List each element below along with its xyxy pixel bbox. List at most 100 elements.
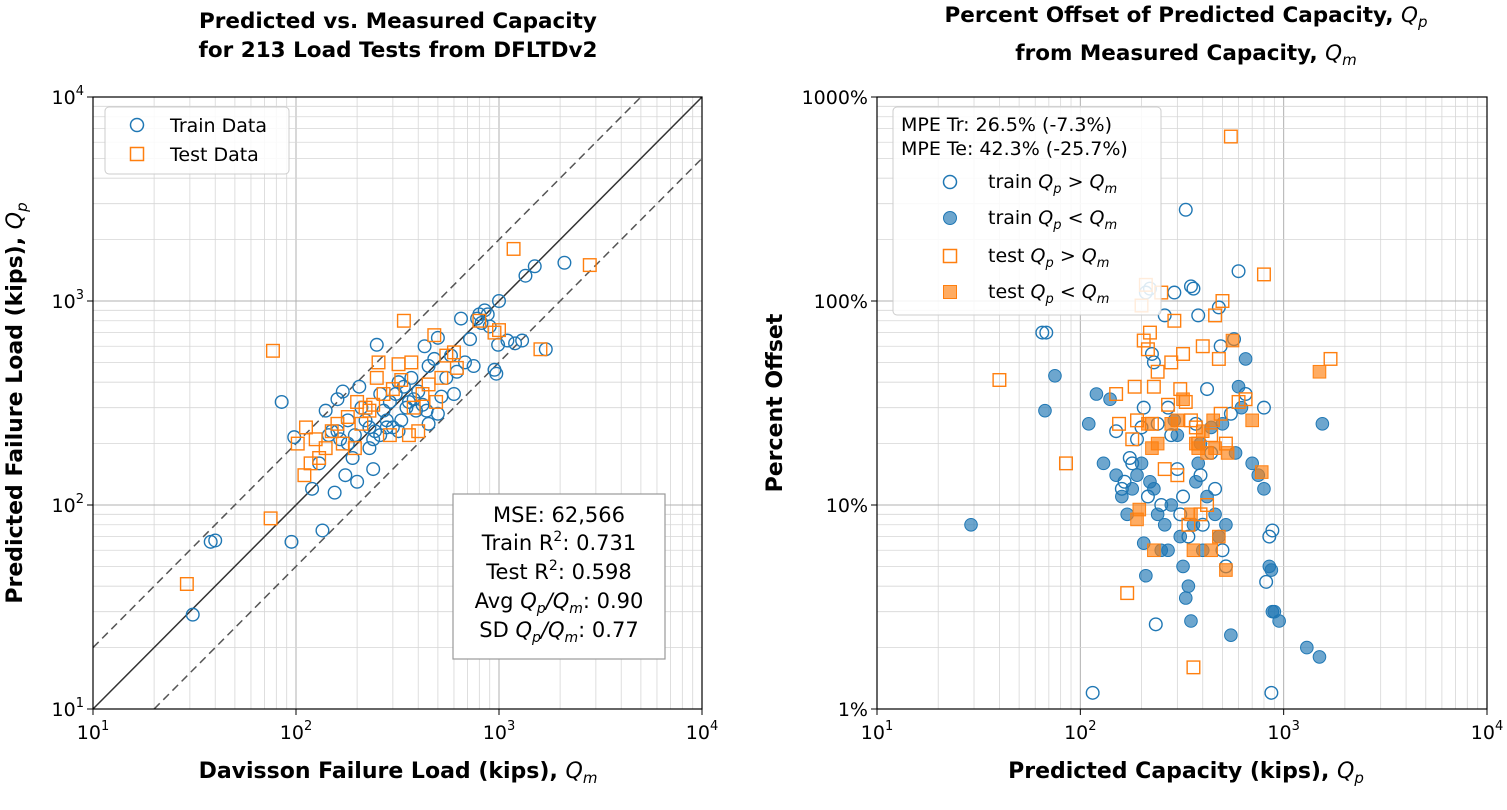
data-point	[1323, 351, 1338, 366]
data-point	[1223, 406, 1238, 421]
data-point	[1125, 432, 1140, 447]
right-legend: MPE Tr: 26.5% (-7.3%) MPE Te: 42.3% (-25…	[892, 106, 1162, 316]
stats-avg-ratio: Avg Qp/Qm: 0.90	[475, 589, 644, 617]
data-point	[1206, 413, 1220, 428]
y-tick-label: 1%	[838, 699, 868, 721]
legend-test-under-marker	[943, 285, 957, 299]
data-point	[1208, 441, 1222, 455]
data-point	[179, 576, 194, 591]
data-point	[1167, 285, 1182, 300]
x-tick-label: 101	[77, 719, 109, 744]
legend-test-marker	[129, 146, 145, 162]
data-point	[1150, 507, 1165, 522]
left-x-axis-label: Davisson Failure Load (kips), Qm	[199, 759, 598, 787]
data-point	[1146, 379, 1161, 394]
data-point	[263, 511, 278, 526]
data-point	[1170, 428, 1185, 442]
data-point	[1183, 413, 1198, 428]
right-tick-labels: 101 102 103 104 1% 10% 100% 1000%	[802, 87, 1504, 744]
chart-left: Predicted vs. Measured Capacity for 213 …	[3, 9, 718, 787]
data-point	[327, 485, 342, 500]
data-point	[1161, 543, 1175, 558]
data-point	[492, 323, 507, 338]
data-point	[1238, 352, 1253, 366]
data-point	[1312, 650, 1327, 664]
data-point	[347, 441, 362, 456]
data-point	[1038, 403, 1052, 418]
data-point	[284, 534, 299, 549]
data-point	[1173, 529, 1188, 544]
data-point	[1312, 364, 1327, 379]
data-point	[1039, 325, 1054, 340]
stats-mse: MSE: 62,566	[493, 503, 625, 527]
data-point	[1184, 614, 1198, 628]
data-point	[457, 355, 472, 370]
data-point	[1117, 474, 1132, 489]
data-point	[472, 313, 487, 328]
data-point	[1211, 351, 1226, 366]
left-title-line2: for 213 Load Tests from DFLTDv2	[199, 38, 598, 63]
data-point	[1231, 394, 1246, 409]
data-point	[352, 379, 367, 394]
data-point	[208, 533, 223, 548]
data-point	[1125, 482, 1140, 496]
data-point	[508, 336, 523, 351]
x-tick-label: 103	[1267, 719, 1299, 744]
data-point	[1212, 529, 1226, 544]
data-point	[335, 384, 350, 399]
data-point	[500, 333, 515, 348]
data-point	[1058, 456, 1073, 471]
data-point	[1215, 294, 1230, 309]
data-point	[369, 370, 384, 385]
data-point	[1136, 536, 1151, 550]
data-point	[1142, 325, 1157, 340]
data-point	[421, 416, 436, 431]
legend-test-over-marker	[942, 248, 958, 264]
data-point	[1200, 382, 1215, 397]
data-point	[430, 330, 445, 345]
data-point	[1140, 342, 1155, 357]
reference-line-11	[92, 96, 703, 710]
data-point	[1186, 281, 1201, 296]
data-point	[1035, 325, 1050, 340]
data-point	[1225, 333, 1240, 348]
data-point	[382, 428, 397, 443]
data-point	[1204, 543, 1218, 558]
data-point	[429, 394, 444, 409]
left-stats-box: MSE: 62,566 Train R2: 0.731 Test R2: 0.5…	[452, 493, 666, 660]
data-point	[1300, 640, 1314, 655]
data-point	[1134, 456, 1149, 471]
data-point	[1139, 568, 1153, 583]
data-point	[330, 392, 345, 407]
data-point	[466, 359, 481, 374]
data-point	[366, 462, 381, 477]
data-point	[1096, 456, 1111, 471]
data-point	[1272, 614, 1286, 628]
data-point	[1132, 502, 1147, 517]
data-point	[1208, 308, 1223, 323]
data-point	[1257, 482, 1271, 496]
data-point	[1186, 543, 1201, 558]
data-point	[290, 436, 305, 451]
data-point	[333, 432, 348, 447]
data-point	[1181, 579, 1196, 593]
data-point	[1264, 685, 1279, 700]
data-point	[489, 366, 504, 381]
data-point	[305, 481, 320, 496]
data-point	[446, 387, 461, 402]
data-point	[557, 255, 572, 270]
data-point	[358, 400, 373, 415]
y-tick-label: 1000%	[802, 87, 868, 109]
left-legend: Train Data Test Data	[104, 106, 290, 175]
data-point	[404, 370, 419, 385]
data-point	[185, 607, 200, 622]
x-tick-label: 104	[686, 719, 718, 744]
data-point	[1112, 416, 1127, 431]
data-point	[406, 400, 421, 415]
data-point	[338, 468, 353, 483]
y-tick-label: 102	[52, 492, 84, 517]
data-point	[1186, 660, 1201, 675]
right-title-line2: from Measured Capacity, Qm	[1015, 41, 1356, 69]
data-point	[391, 357, 406, 372]
data-point	[1200, 498, 1215, 513]
